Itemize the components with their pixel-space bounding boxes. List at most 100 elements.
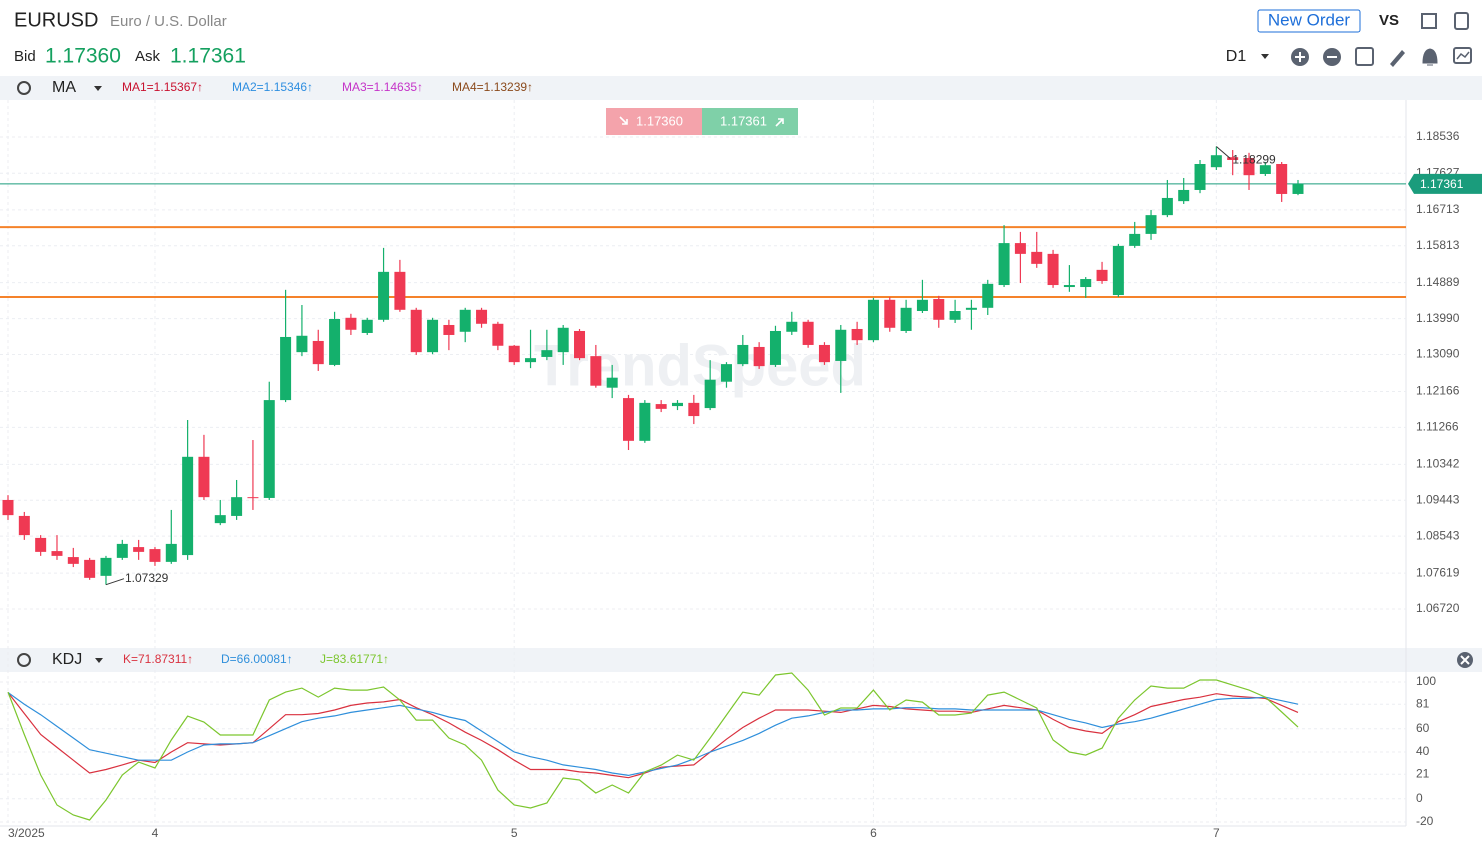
timeframe[interactable]: D1 (1226, 48, 1247, 65)
kdj-settings-icon[interactable] (17, 653, 31, 667)
candle-body (949, 311, 961, 320)
timeframe-caret[interactable] (1261, 54, 1269, 59)
candle-body (720, 364, 732, 382)
kdj-legend: J=83.61771↑ (320, 652, 389, 666)
candle-body (786, 321, 798, 332)
candle-body (557, 327, 569, 353)
candle-body (639, 402, 651, 441)
kdj-y-tick-label: 60 (1416, 721, 1430, 735)
candle-body (655, 404, 667, 409)
kdj-y-tick-label: 100 (1416, 674, 1436, 688)
candle-body (802, 321, 814, 345)
x-tick-label: 7 (1213, 826, 1220, 840)
buy-button[interactable] (702, 108, 798, 135)
bid-label: Bid (14, 48, 36, 65)
layout-icon[interactable] (1454, 12, 1469, 30)
kdj-legend: K=71.87311↑ (123, 652, 193, 666)
draw-icon[interactable] (1390, 50, 1405, 67)
vs-button[interactable]: VS (1379, 12, 1399, 29)
candle-body (541, 350, 553, 357)
sell-price[interactable]: 1.17360 (636, 113, 683, 128)
candle-body (590, 356, 602, 386)
ma-settings-icon[interactable] (17, 81, 31, 95)
candle-body (165, 543, 177, 562)
zoom-in-glyph (1295, 52, 1305, 62)
candle-body (263, 400, 275, 498)
candle-body (1031, 251, 1043, 264)
price-panel: 1.185361.176271.167131.158131.148891.139… (0, 80, 1482, 840)
high-marker (1216, 146, 1231, 159)
candle-body (623, 398, 635, 441)
chart-type-icon[interactable] (1453, 47, 1472, 64)
candle-body (182, 456, 194, 556)
kdj-line (7, 692, 1299, 777)
candle-body (312, 340, 324, 365)
candle-body (116, 543, 128, 558)
new-order-label[interactable]: New Order (1268, 10, 1351, 29)
candle-body (361, 319, 373, 333)
candle-body (329, 318, 341, 365)
candle-body (394, 271, 406, 310)
alert-icon[interactable] (1422, 48, 1438, 66)
candle-body (345, 317, 357, 330)
buy-arrow (775, 118, 784, 127)
fullscreen-icon[interactable] (1421, 13, 1437, 29)
indicator-icon[interactable] (1355, 47, 1374, 66)
y-tick-label: 1.13090 (1416, 347, 1460, 361)
buy-price[interactable]: 1.17361 (720, 113, 767, 128)
candle-body (574, 330, 586, 359)
kdj-line (7, 692, 1299, 779)
candle-body (606, 377, 618, 388)
candle-body (818, 344, 830, 363)
candle-body (18, 515, 30, 536)
kdj-caret[interactable] (95, 658, 103, 663)
bid-price: 1.17360 (45, 45, 121, 68)
ask-label: Ask (135, 48, 161, 65)
kdj-y-tick-label: 40 (1416, 744, 1430, 758)
candle-body (998, 243, 1010, 286)
candle-body (851, 328, 863, 341)
candle-body (427, 319, 439, 353)
kdj-indicator-name[interactable]: KDJ (52, 651, 82, 668)
candle-body (1129, 233, 1141, 246)
y-tick-label: 1.07619 (1416, 565, 1460, 579)
y-tick-label: 1.12166 (1416, 384, 1460, 398)
candle-body (459, 309, 471, 332)
candle-body (982, 283, 994, 308)
y-tick-label: 1.10342 (1416, 456, 1460, 470)
candle-body (1145, 215, 1157, 234)
x-tick-label: 3/2025 (8, 826, 45, 840)
candle-body (1161, 197, 1173, 216)
candle-body (1047, 253, 1059, 286)
sell-button[interactable] (606, 108, 702, 135)
y-tick-label: 1.11266 (1416, 420, 1459, 434)
current-price-label: 1.17361 (1420, 177, 1464, 191)
candle-body (378, 271, 390, 320)
candle-body (1227, 157, 1239, 161)
candle-body (1292, 183, 1304, 194)
candle-body (67, 557, 79, 564)
candle-body (737, 344, 749, 365)
candle-body (508, 345, 520, 363)
kdj-y-tick-label: 0 (1416, 791, 1423, 805)
candle-body (35, 537, 47, 552)
candle-body (1063, 285, 1075, 288)
high-annotation: 1.18299 (1232, 153, 1276, 167)
candle-body (933, 299, 945, 320)
candle-body (296, 335, 308, 353)
candle-body (769, 330, 781, 365)
candle-body (671, 402, 683, 407)
y-tick-label: 1.14889 (1416, 275, 1460, 289)
y-tick-label: 1.06720 (1416, 601, 1460, 615)
ma-indicator-name[interactable]: MA (52, 79, 76, 96)
new-order-button[interactable] (1257, 9, 1361, 33)
candle-body (1243, 158, 1255, 176)
sell-arrow (619, 116, 628, 125)
ma-caret[interactable] (94, 86, 102, 91)
candle-body (688, 402, 700, 417)
layout (0, 76, 1482, 827)
symbol: EURUSD (14, 9, 98, 31)
candle-body (900, 307, 912, 331)
y-tick-label: 1.09443 (1416, 492, 1460, 506)
